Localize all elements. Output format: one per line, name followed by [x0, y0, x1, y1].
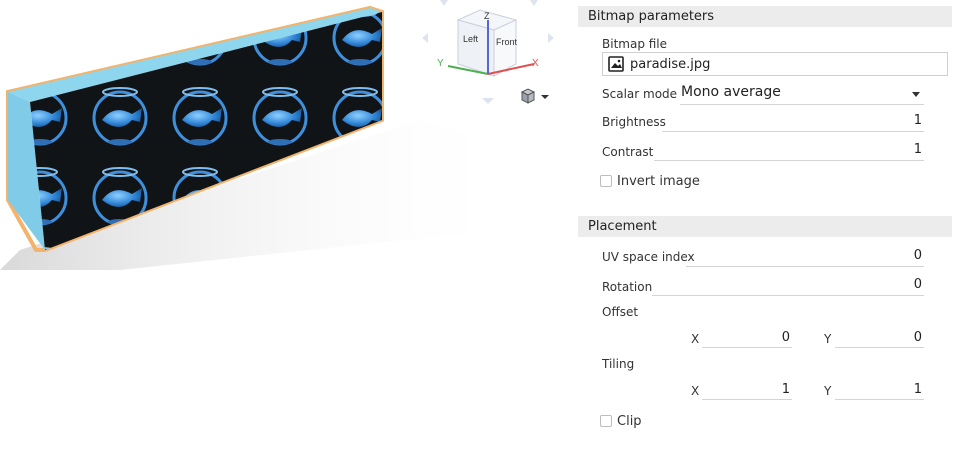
model-top-face: [8, 8, 382, 102]
offset-x-value[interactable]: 0: [781, 330, 790, 345]
uv-space-index-label: UV space index: [602, 250, 695, 264]
view-mode-menu[interactable]: [520, 88, 550, 106]
tiling-y-input[interactable]: [835, 399, 924, 400]
rotation-value[interactable]: 0: [913, 277, 922, 292]
brightness-label: Brightness: [602, 115, 666, 129]
bitmap-parameters-header[interactable]: Bitmap parameters: [578, 6, 952, 27]
clip-label[interactable]: Clip: [617, 414, 642, 429]
y-axis-label: Y: [437, 58, 444, 69]
view-cube-front-label: Front: [496, 37, 518, 47]
offset-y-value[interactable]: 0: [913, 330, 922, 345]
x-axis-label: X: [532, 58, 539, 69]
tiling-y-label: Y: [824, 384, 832, 398]
chevron-down-icon: [541, 95, 549, 99]
model-shadow: [0, 120, 520, 270]
tiling-x-input[interactable]: [702, 399, 792, 400]
placement-header[interactable]: Placement: [578, 216, 952, 237]
view-cube[interactable]: [420, 0, 560, 110]
contrast-input[interactable]: [654, 160, 924, 161]
tiling-y-value[interactable]: 1: [913, 382, 922, 397]
properties-panel: Bitmap parameters Bitmap file paradise.j…: [578, 0, 968, 451]
clip-checkbox[interactable]: [600, 415, 612, 427]
rotation-label: Rotation: [602, 280, 653, 294]
view-cube-arrow-left-icon[interactable]: [422, 33, 428, 43]
3d-viewport[interactable]: Left Front Z Y X: [0, 0, 575, 451]
contrast-label: Contrast: [602, 145, 654, 159]
scalar-mode-value: Mono average: [681, 84, 781, 100]
invert-image-label[interactable]: Invert image: [617, 174, 700, 189]
tiling-x-label: X: [691, 384, 700, 398]
view-cube-arrow-top-right-icon[interactable]: [530, 0, 538, 6]
brightness-value[interactable]: 1: [913, 113, 922, 128]
brightness-input[interactable]: [662, 131, 924, 132]
uv-space-index-value[interactable]: 0: [913, 248, 922, 263]
invert-image-checkbox[interactable]: [600, 175, 612, 187]
rotation-input[interactable]: [652, 295, 924, 296]
scalar-mode-select[interactable]: Mono average: [680, 82, 924, 105]
dropdown-caret-icon: [912, 92, 920, 97]
offset-label: Offset: [602, 305, 639, 319]
bitmap-file-field[interactable]: paradise.jpg: [602, 52, 948, 76]
offset-y-label: Y: [824, 332, 832, 346]
offset-y-input[interactable]: [835, 347, 924, 348]
uv-space-index-input[interactable]: [686, 266, 924, 267]
tiling-label: Tiling: [602, 357, 635, 371]
tiling-x-value[interactable]: 1: [781, 382, 790, 397]
z-axis-label: Z: [484, 11, 490, 21]
model-front-face-texture: [30, 12, 382, 250]
offset-x-input[interactable]: [702, 347, 792, 348]
contrast-value[interactable]: 1: [913, 142, 922, 157]
bitmap-file-name: paradise.jpg: [630, 57, 711, 72]
view-cube-arrow-top-left-icon[interactable]: [440, 0, 448, 6]
model-side-face: [8, 92, 45, 250]
view-cube-left-label: Left: [463, 34, 479, 44]
view-cube-arrow-right-icon[interactable]: [548, 33, 554, 43]
offset-x-label: X: [691, 332, 700, 346]
rendered-model-scene: [0, 5, 520, 270]
image-file-icon: [608, 56, 624, 72]
bitmap-file-label: Bitmap file: [602, 37, 668, 51]
scalar-mode-label: Scalar mode: [602, 87, 678, 101]
view-cube-arrow-bottom-icon[interactable]: [482, 98, 494, 104]
cube-display-icon: [520, 88, 536, 104]
